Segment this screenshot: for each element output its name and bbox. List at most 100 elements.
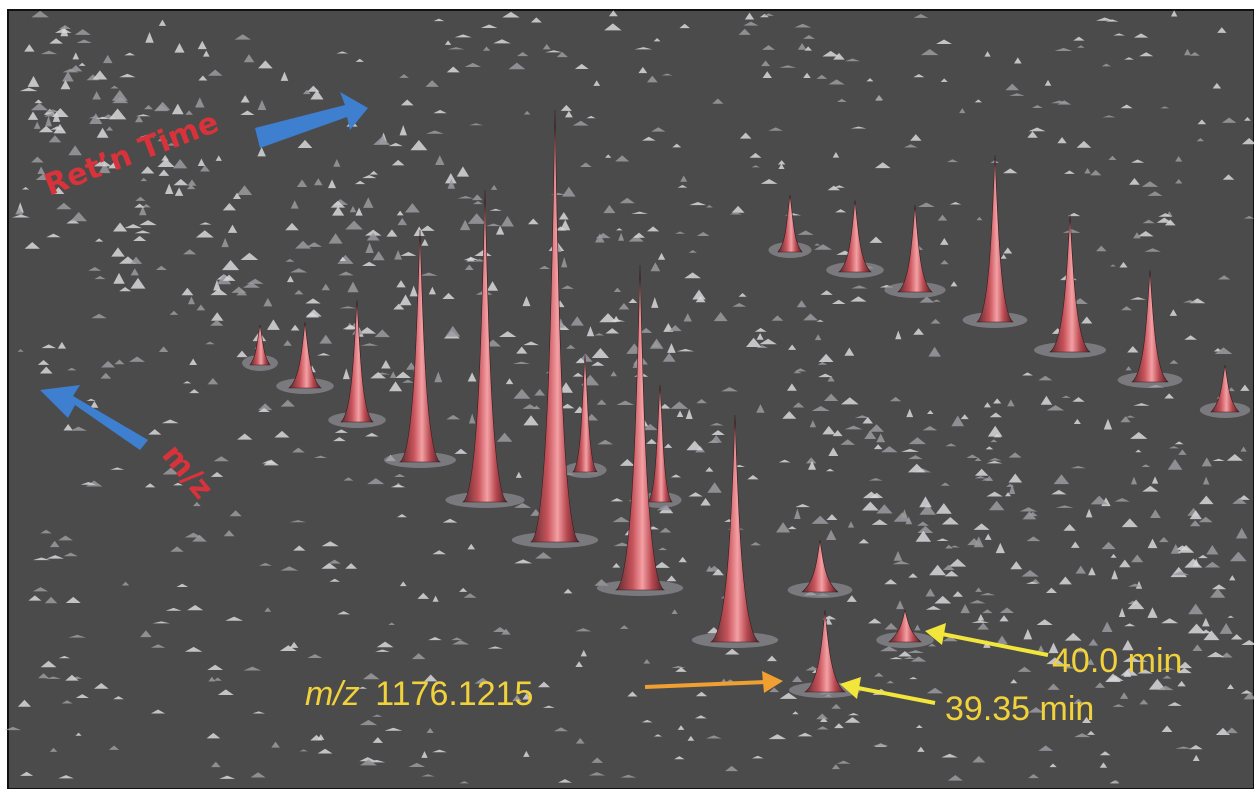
noise-spike <box>999 615 1009 622</box>
noise-spike <box>1187 623 1206 634</box>
noise-spike <box>237 433 253 440</box>
noise-spike <box>1130 476 1138 485</box>
noise-spike <box>710 435 722 443</box>
noise-spike <box>1070 541 1080 548</box>
noise-spike <box>101 360 116 368</box>
noise-spike <box>915 724 923 729</box>
noise-spike <box>919 296 935 303</box>
noise-spike <box>424 674 438 682</box>
noise-spike <box>990 439 998 443</box>
noise-spike <box>185 110 193 115</box>
noise-spike <box>413 226 425 237</box>
noise-spike <box>1058 576 1072 585</box>
noise-spike <box>862 416 873 424</box>
noise-spike <box>150 709 166 714</box>
noise-spike <box>444 173 457 184</box>
noise-spike <box>189 358 198 365</box>
noise-spike <box>1109 264 1117 267</box>
peak <box>249 324 271 366</box>
noise-spike <box>574 63 589 69</box>
noise-spike <box>674 756 685 760</box>
noise-spike <box>1000 254 1007 259</box>
noise-spike <box>240 110 255 115</box>
noise-spike <box>928 643 937 647</box>
noise-spike <box>805 457 817 464</box>
noise-spike <box>46 555 64 559</box>
noise-spike <box>89 113 103 124</box>
noise-spike <box>1008 473 1023 483</box>
noise-spike <box>1063 170 1075 174</box>
noise-spike <box>795 503 811 508</box>
noise-spike <box>628 298 638 304</box>
noise-spike <box>1084 167 1091 174</box>
noise-spike <box>642 423 658 431</box>
noise-spike <box>862 491 880 499</box>
noise-spike <box>777 160 786 165</box>
noise-spike <box>1061 665 1076 669</box>
noise-spike <box>1133 33 1149 38</box>
noise-spike <box>739 132 752 139</box>
noise-spike <box>1241 640 1254 645</box>
noise-spike <box>139 205 147 216</box>
noise-spike <box>612 516 630 523</box>
noise-spike <box>591 757 604 763</box>
noise-spike <box>1189 510 1202 520</box>
noise-spike <box>192 534 207 542</box>
noise-spike <box>139 134 155 138</box>
noise-spike <box>246 278 264 284</box>
noise-spike <box>646 75 658 83</box>
noise-spike <box>40 50 58 55</box>
noise-spike <box>210 288 228 296</box>
peak-layer <box>242 109 1251 698</box>
noise-spike <box>307 654 323 659</box>
noise-spike <box>561 285 574 289</box>
noise-spike <box>929 564 946 576</box>
noise-spike <box>338 271 354 276</box>
noise-spike <box>113 222 128 232</box>
noise-spike <box>558 779 572 783</box>
noise-spike <box>1085 508 1093 518</box>
noise-spike <box>1090 169 1102 176</box>
noise-spike <box>1082 716 1092 724</box>
peak <box>647 384 673 503</box>
noise-spike <box>1067 212 1081 217</box>
noise-spike <box>91 313 107 319</box>
noise-spike <box>290 268 308 273</box>
noise-spike <box>421 774 435 777</box>
noise-spike <box>948 558 967 567</box>
noise-spike <box>502 11 520 18</box>
noise-spike <box>361 261 377 267</box>
noise-spike <box>530 508 542 516</box>
noise-spike <box>892 560 911 565</box>
noise-spike <box>53 124 67 134</box>
noise-spike <box>986 491 1003 497</box>
noise-spike <box>1164 393 1174 399</box>
noise-spike <box>850 126 867 129</box>
noise-spike <box>359 719 378 726</box>
noise-spike <box>1127 599 1145 610</box>
noise-spike <box>816 726 829 730</box>
noise-spike <box>133 235 147 242</box>
noise-spike <box>280 566 299 571</box>
noise-spike <box>95 116 110 119</box>
noise-spike <box>34 99 43 104</box>
noise-spike <box>20 771 34 776</box>
noise-spike <box>130 277 146 289</box>
noise-spike <box>328 559 341 564</box>
noise-spike <box>4 726 22 731</box>
noise-spike <box>210 320 224 326</box>
noise-spike <box>534 388 546 396</box>
noise-spike <box>794 23 812 28</box>
noise-spike <box>45 676 62 679</box>
noise-spike <box>779 65 797 68</box>
noise-spike <box>197 40 207 50</box>
noise-spike <box>553 727 569 732</box>
peak <box>777 194 803 253</box>
noise-spike <box>771 315 784 321</box>
noise-spike <box>114 359 125 365</box>
noise-spike <box>523 750 530 757</box>
noise-spike <box>1008 483 1016 495</box>
noise-spike <box>854 415 870 419</box>
noise-spike <box>198 75 208 81</box>
noise-spike <box>671 665 686 669</box>
